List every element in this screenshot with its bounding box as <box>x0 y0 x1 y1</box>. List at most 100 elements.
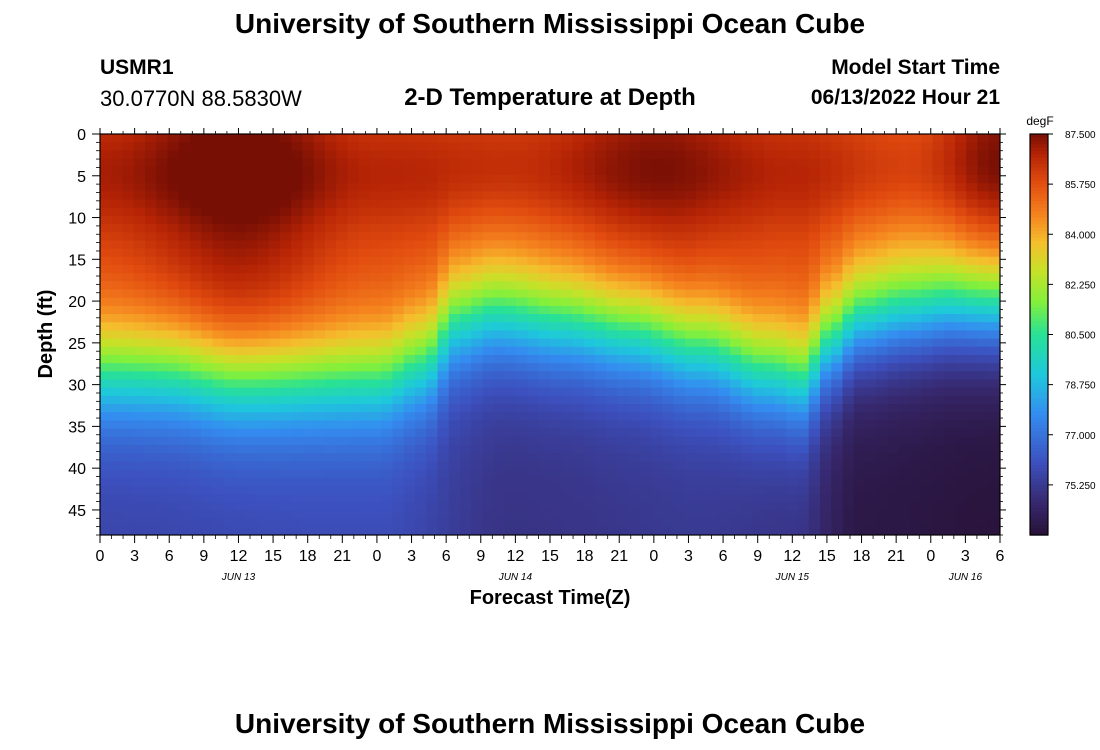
heatmap-cell <box>617 469 630 479</box>
heatmap-cell <box>910 224 922 233</box>
heatmap-cell <box>167 436 180 446</box>
heatmap-cell <box>955 256 967 266</box>
heatmap-cell <box>606 224 619 233</box>
heatmap-cell <box>775 183 787 192</box>
heatmap-cell <box>921 256 934 266</box>
heatmap-cell <box>685 469 697 479</box>
heatmap-cell <box>887 379 900 389</box>
heatmap-cell <box>685 199 697 209</box>
heatmap-cell <box>347 485 360 495</box>
heatmap-cell <box>347 428 360 438</box>
heatmap-cell <box>741 150 754 160</box>
heatmap-cell <box>561 428 574 438</box>
heatmap-cell <box>212 363 225 372</box>
heatmap-cell <box>617 510 630 520</box>
heatmap-cell <box>662 240 675 250</box>
heatmap-cell <box>842 379 855 389</box>
heatmap-cell <box>606 502 619 512</box>
heatmap-cell <box>595 224 607 233</box>
heatmap-cell <box>471 134 484 143</box>
heatmap-cell <box>696 297 709 307</box>
heatmap-cell <box>853 477 866 487</box>
heatmap-cell <box>943 412 956 422</box>
heatmap-cell <box>223 224 236 233</box>
heatmap-cell <box>493 412 506 422</box>
heatmap-cell <box>718 477 731 487</box>
heatmap-cell <box>775 412 787 422</box>
heatmap-cell <box>865 314 877 323</box>
heatmap-cell <box>133 174 146 184</box>
heatmap-cell <box>257 248 270 258</box>
heatmap-cell <box>865 330 877 340</box>
heatmap-cell <box>876 363 889 372</box>
y-tick-label: 10 <box>68 211 86 228</box>
heatmap-cell <box>583 297 596 307</box>
heatmap-cell <box>898 150 911 160</box>
heatmap-cell <box>550 338 562 348</box>
heatmap-cell <box>988 428 1000 438</box>
heatmap-cell <box>853 183 866 192</box>
heatmap-cell <box>966 428 979 438</box>
heatmap-cell <box>437 281 450 291</box>
heatmap-cell <box>865 248 877 258</box>
heatmap-cell <box>775 264 787 274</box>
heatmap-cell <box>201 166 214 176</box>
heatmap-cell <box>797 510 810 520</box>
heatmap-cell <box>662 215 675 225</box>
heatmap-cell <box>527 346 540 356</box>
heatmap-cell <box>707 518 720 528</box>
heatmap-cell <box>572 502 585 512</box>
heatmap-cell <box>358 395 371 405</box>
heatmap-cell <box>842 444 855 454</box>
heatmap-cell <box>516 346 529 356</box>
heatmap-cell <box>358 428 371 438</box>
heatmap-cell <box>808 273 821 282</box>
heatmap-cell <box>302 387 315 397</box>
heatmap-cell <box>955 494 967 503</box>
heatmap-cell <box>347 477 360 487</box>
colorbar-swatch <box>1030 264 1048 269</box>
heatmap-cell <box>786 469 799 479</box>
heatmap-cell <box>943 502 956 512</box>
heatmap-cell <box>167 183 180 192</box>
heatmap-cell <box>302 494 315 503</box>
heatmap-cell <box>910 412 922 422</box>
heatmap-cell <box>797 191 810 201</box>
heatmap-cell <box>876 338 889 348</box>
heatmap-cell <box>628 281 641 291</box>
heatmap-cell <box>651 273 664 282</box>
heatmap-cells <box>100 134 1000 535</box>
colorbar-swatch <box>1030 494 1048 499</box>
heatmap-cell <box>448 191 461 201</box>
heatmap-cell <box>763 363 776 372</box>
heatmap-cell <box>572 297 585 307</box>
heatmap-cell <box>887 412 900 422</box>
heatmap-cell <box>673 330 686 340</box>
heatmap-cell <box>741 379 754 389</box>
heatmap-cell <box>538 158 551 168</box>
heatmap-cell <box>415 191 427 201</box>
heatmap-cell <box>167 150 180 160</box>
heatmap-cell <box>808 314 821 323</box>
heatmap-cell <box>910 273 922 282</box>
heatmap-cell <box>381 207 394 217</box>
heatmap-cell <box>336 346 349 356</box>
heatmap-cell <box>966 256 979 266</box>
heatmap-cell <box>797 207 810 217</box>
heatmap-cell <box>673 404 686 413</box>
heatmap-cell <box>516 387 529 397</box>
heatmap-cell <box>685 305 697 315</box>
heatmap-cell <box>527 297 540 307</box>
heatmap-cell <box>167 166 180 176</box>
heatmap-cell <box>381 297 394 307</box>
heatmap-cell <box>437 256 450 266</box>
heatmap-cell <box>730 338 742 348</box>
heatmap-cell <box>673 264 686 274</box>
heatmap-cell <box>775 387 787 397</box>
heatmap-cell <box>145 444 157 454</box>
heatmap-cell <box>426 166 439 176</box>
heatmap-cell <box>493 281 506 291</box>
heatmap-cell <box>943 477 956 487</box>
heatmap-cell <box>493 273 506 282</box>
heatmap-cell <box>673 510 686 520</box>
